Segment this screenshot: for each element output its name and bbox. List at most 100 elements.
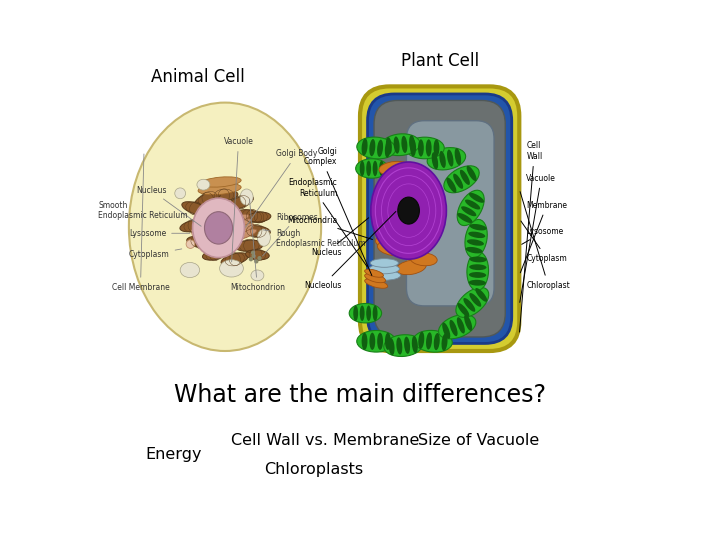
- Ellipse shape: [370, 259, 398, 267]
- FancyBboxPatch shape: [374, 100, 505, 337]
- Ellipse shape: [210, 190, 238, 201]
- Ellipse shape: [198, 183, 241, 195]
- Ellipse shape: [469, 272, 486, 278]
- Ellipse shape: [361, 138, 368, 156]
- Ellipse shape: [464, 298, 475, 312]
- Ellipse shape: [464, 314, 472, 331]
- Ellipse shape: [465, 199, 480, 210]
- Ellipse shape: [432, 152, 438, 170]
- Ellipse shape: [397, 197, 419, 224]
- Ellipse shape: [396, 260, 426, 275]
- Ellipse shape: [418, 332, 424, 349]
- Ellipse shape: [433, 139, 439, 157]
- Ellipse shape: [360, 161, 364, 176]
- Ellipse shape: [439, 151, 446, 168]
- Ellipse shape: [453, 173, 463, 189]
- Ellipse shape: [373, 306, 377, 321]
- Ellipse shape: [368, 271, 400, 280]
- Ellipse shape: [195, 191, 220, 206]
- Ellipse shape: [366, 306, 371, 321]
- FancyBboxPatch shape: [360, 86, 519, 351]
- Ellipse shape: [192, 198, 245, 258]
- Text: Cell Wall vs. Membrane: Cell Wall vs. Membrane: [230, 433, 419, 448]
- Ellipse shape: [381, 134, 420, 156]
- Text: Membrane: Membrane: [521, 201, 567, 273]
- FancyBboxPatch shape: [368, 94, 512, 343]
- Circle shape: [406, 216, 411, 221]
- Ellipse shape: [354, 306, 358, 321]
- Ellipse shape: [200, 177, 241, 187]
- Ellipse shape: [409, 135, 415, 152]
- Ellipse shape: [221, 253, 248, 266]
- Ellipse shape: [469, 293, 481, 307]
- Text: Lysosome: Lysosome: [522, 227, 564, 244]
- Ellipse shape: [444, 166, 480, 193]
- Ellipse shape: [438, 315, 476, 339]
- Ellipse shape: [467, 252, 489, 291]
- Ellipse shape: [357, 137, 395, 159]
- Ellipse shape: [228, 224, 254, 234]
- Ellipse shape: [228, 229, 257, 241]
- Text: Golgi
Complex: Golgi Complex: [304, 147, 372, 275]
- Ellipse shape: [394, 137, 400, 154]
- Ellipse shape: [376, 228, 409, 247]
- Ellipse shape: [129, 103, 321, 351]
- FancyBboxPatch shape: [407, 120, 494, 306]
- Circle shape: [192, 227, 202, 238]
- Ellipse shape: [197, 179, 210, 190]
- Ellipse shape: [405, 137, 444, 159]
- Ellipse shape: [373, 161, 377, 176]
- Ellipse shape: [467, 166, 477, 181]
- Ellipse shape: [220, 260, 243, 277]
- Text: Energy: Energy: [145, 447, 202, 462]
- Ellipse shape: [180, 220, 207, 232]
- Ellipse shape: [258, 229, 271, 246]
- Text: Chloroplasts: Chloroplasts: [264, 462, 364, 477]
- Ellipse shape: [433, 333, 440, 350]
- Text: Endoplasmic
Reticulum: Endoplasmic Reticulum: [289, 178, 367, 267]
- Ellipse shape: [379, 161, 384, 176]
- Ellipse shape: [369, 139, 375, 156]
- Ellipse shape: [469, 280, 486, 286]
- Ellipse shape: [369, 333, 375, 350]
- Ellipse shape: [243, 226, 270, 237]
- Ellipse shape: [396, 338, 402, 355]
- Circle shape: [418, 221, 423, 228]
- Ellipse shape: [468, 232, 485, 238]
- Ellipse shape: [385, 333, 391, 350]
- Text: Lysosome: Lysosome: [129, 229, 190, 238]
- Ellipse shape: [357, 330, 396, 352]
- Ellipse shape: [377, 140, 383, 157]
- Ellipse shape: [467, 239, 484, 246]
- Circle shape: [186, 240, 194, 248]
- Ellipse shape: [175, 188, 186, 199]
- Ellipse shape: [349, 303, 382, 323]
- Ellipse shape: [427, 147, 466, 170]
- Ellipse shape: [182, 202, 209, 215]
- Text: Animal Cell: Animal Cell: [151, 69, 245, 86]
- Circle shape: [254, 259, 258, 264]
- Ellipse shape: [446, 178, 456, 193]
- Ellipse shape: [240, 189, 253, 205]
- Ellipse shape: [410, 139, 416, 157]
- Ellipse shape: [356, 159, 388, 178]
- Ellipse shape: [379, 161, 411, 176]
- Ellipse shape: [227, 195, 253, 210]
- Ellipse shape: [246, 250, 269, 260]
- Ellipse shape: [426, 139, 431, 157]
- Ellipse shape: [251, 270, 264, 281]
- Text: Vacuole: Vacuole: [224, 137, 253, 262]
- Ellipse shape: [412, 336, 418, 353]
- Ellipse shape: [180, 262, 199, 278]
- Ellipse shape: [410, 253, 437, 266]
- Text: Cell
Wall: Cell Wall: [520, 141, 543, 332]
- Ellipse shape: [377, 333, 383, 350]
- Text: Cell Membrane: Cell Membrane: [112, 154, 169, 292]
- Text: What are the main differences?: What are the main differences?: [174, 383, 546, 407]
- Text: Vacuole: Vacuole: [520, 174, 556, 302]
- Ellipse shape: [469, 256, 487, 262]
- Text: Ribosomes: Ribosomes: [263, 213, 318, 256]
- Ellipse shape: [469, 193, 484, 203]
- Ellipse shape: [404, 336, 410, 354]
- Ellipse shape: [235, 240, 264, 251]
